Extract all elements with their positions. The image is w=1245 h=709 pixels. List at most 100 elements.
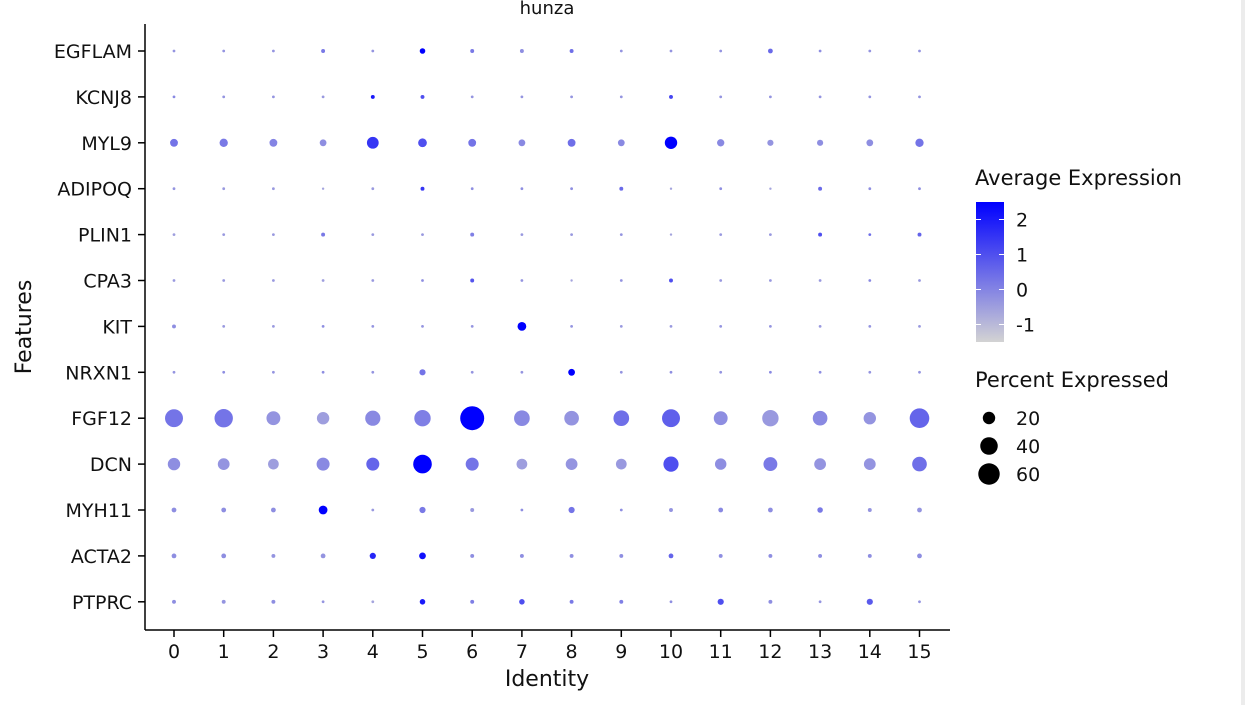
dot-myh11-cluster-15 (917, 507, 922, 513)
dot-fgf12-cluster-1 (214, 409, 233, 428)
y-tick-label-nrxn1: NRXN1 (65, 362, 132, 384)
dot-acta2-cluster-13 (818, 553, 823, 558)
dot-acta2-cluster-11 (718, 553, 723, 558)
dot-kcnj8-cluster-9 (619, 95, 623, 99)
dot-myl9-cluster-0 (170, 138, 178, 147)
dot-adipoq-cluster-8 (570, 187, 573, 191)
dot-ptprc-cluster-9 (619, 599, 624, 604)
dot-myl9-cluster-10 (664, 136, 678, 149)
dot-ptprc-cluster-6 (470, 599, 475, 604)
dot-cpa3-cluster-2 (272, 279, 275, 282)
dot-nrxn1-cluster-12 (769, 370, 772, 374)
dot-nrxn1-cluster-4 (371, 370, 375, 374)
dot-acta2-cluster-9 (619, 553, 624, 558)
dot-kit-cluster-1 (222, 325, 226, 328)
dot-ptprc-cluster-3 (321, 600, 325, 604)
dot-kcnj8-cluster-8 (570, 95, 573, 99)
x-tick-label-3: 3 (317, 641, 329, 663)
dot-fgf12-cluster-10 (662, 409, 680, 428)
dot-nrxn1-cluster-11 (719, 370, 723, 374)
dot-ptprc-cluster-7 (519, 599, 525, 605)
dot-dcn-cluster-10 (663, 456, 679, 472)
y-tick-label-egflam: EGFLAM (54, 41, 132, 63)
dot-myh11-cluster-14 (867, 508, 872, 512)
dot-cpa3-cluster-3 (321, 279, 325, 282)
dot-acta2-cluster-7 (519, 553, 524, 558)
dot-myh11-cluster-10 (669, 508, 673, 512)
dot-kit-cluster-11 (719, 325, 723, 328)
dot-cpa3-cluster-13 (818, 279, 822, 282)
dot-fgf12-cluster-15 (909, 408, 930, 429)
x-tick-label-7: 7 (516, 641, 528, 663)
x-tick-label-14: 14 (858, 641, 882, 663)
dot-egflam-cluster-14 (868, 49, 872, 53)
y-tick-label-cpa3: CPA3 (83, 271, 132, 293)
dot-adipoq-cluster-3 (321, 187, 325, 190)
dot-nrxn1-cluster-15 (918, 370, 921, 374)
dot-ptprc-cluster-0 (172, 599, 176, 604)
dot-cpa3-cluster-11 (719, 279, 723, 282)
size-legend-dot-60 (978, 463, 1000, 485)
window-edge (1241, 0, 1245, 705)
dot-dcn-cluster-5 (413, 454, 432, 474)
size-legend-label-40: 40 (1016, 436, 1040, 458)
dot-ptprc-cluster-11 (717, 598, 724, 605)
dot-adipoq-cluster-1 (222, 187, 226, 191)
dot-myl9-cluster-2 (269, 138, 278, 147)
y-axis-label: Features (12, 280, 37, 375)
color-tick-label: 0 (1016, 280, 1028, 302)
dot-kcnj8-cluster-11 (719, 95, 723, 99)
dot-ptprc-cluster-8 (569, 599, 574, 604)
dot-plin1-cluster-9 (619, 233, 623, 236)
dot-acta2-cluster-3 (320, 553, 326, 559)
dot-kit-cluster-13 (818, 325, 822, 328)
dot-fgf12-cluster-8 (564, 410, 579, 426)
dot-ptprc-cluster-15 (918, 600, 921, 604)
color-legend-ticks: 2 1 0 -1 (976, 210, 1035, 337)
dot-myh11-cluster-12 (768, 507, 773, 513)
dot-cpa3-cluster-7 (520, 279, 524, 282)
dot-fgf12-cluster-12 (762, 410, 779, 427)
dot-plin1-cluster-12 (769, 233, 772, 236)
dot-adipoq-cluster-14 (868, 187, 872, 191)
dot-adipoq-cluster-4 (371, 187, 375, 191)
dot-myh11-cluster-4 (371, 508, 375, 512)
y-tick-label-ptprc: PTPRC (72, 592, 132, 614)
size-legend-dot-40 (980, 437, 998, 455)
dot-kcnj8-cluster-1 (222, 95, 226, 99)
x-tick-label-4: 4 (367, 641, 379, 663)
dot-plin1-cluster-14 (868, 233, 872, 236)
dot-kit-cluster-8 (570, 325, 573, 328)
dot-plin1-cluster-5 (421, 233, 424, 236)
x-tick-label-1: 1 (218, 641, 230, 663)
dot-adipoq-cluster-11 (719, 187, 723, 191)
y-tick-label-kcnj8: KCNJ8 (75, 87, 132, 109)
dot-kit-cluster-10 (669, 325, 673, 328)
dot-cpa3-cluster-14 (868, 279, 872, 282)
dot-fgf12-cluster-13 (812, 410, 828, 426)
dot-kit-cluster-14 (868, 325, 872, 328)
dot-kcnj8-cluster-6 (470, 95, 474, 99)
dot-myl9-cluster-14 (866, 139, 874, 147)
dot-kit-cluster-4 (371, 325, 375, 328)
dot-kcnj8-cluster-4 (370, 94, 375, 99)
x-tick-label-9: 9 (615, 641, 627, 663)
dot-kit-cluster-15 (918, 325, 921, 328)
dot-myl9-cluster-5 (418, 138, 427, 148)
dot-kit-cluster-2 (272, 325, 275, 328)
dot-kcnj8-cluster-13 (818, 95, 822, 99)
dot-fgf12-cluster-6 (460, 406, 485, 431)
dot-kcnj8-cluster-14 (868, 95, 872, 99)
dot-myh11-cluster-13 (817, 507, 823, 513)
dot-egflam-cluster-11 (719, 49, 723, 53)
dot-adipoq-cluster-5 (420, 186, 425, 191)
dot-plin1-cluster-6 (470, 232, 475, 237)
dot-nrxn1-cluster-9 (619, 370, 623, 374)
dot-egflam-cluster-9 (619, 49, 623, 53)
dot-nrxn1-cluster-2 (272, 370, 275, 374)
dot-dcn-cluster-14 (863, 458, 876, 470)
dot-acta2-cluster-15 (917, 553, 922, 559)
dot-myh11-cluster-1 (221, 507, 227, 513)
dot-myh11-cluster-7 (520, 508, 524, 512)
